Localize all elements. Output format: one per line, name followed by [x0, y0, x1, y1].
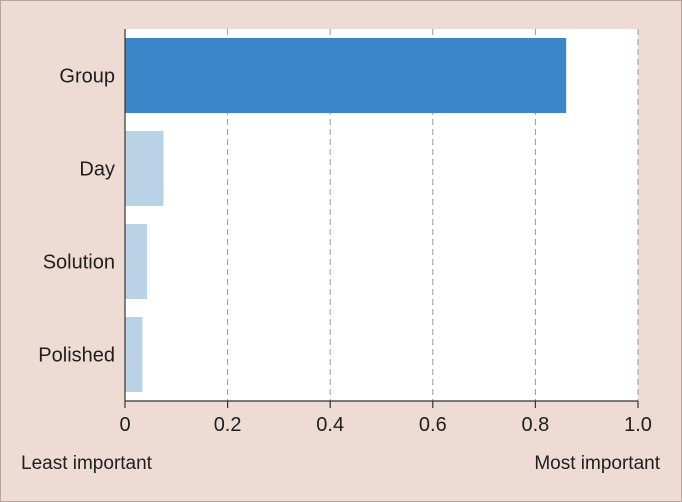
x-tick-label: 1.0 — [624, 414, 652, 436]
category-label: Group — [59, 66, 115, 88]
category-label: Day — [79, 159, 115, 181]
bar-solution — [125, 224, 148, 299]
x-tick-label: 0.8 — [521, 414, 549, 436]
category-label: Polished — [38, 345, 115, 367]
most-important-label: Most important — [534, 453, 660, 474]
least-important-label: Least important — [21, 453, 152, 474]
category-label: Solution — [43, 252, 115, 274]
x-tick-label: 0.6 — [419, 414, 447, 436]
bar-group — [125, 38, 567, 113]
x-tick-label: 0.4 — [316, 414, 344, 436]
bar-polished — [125, 317, 143, 392]
x-tick-label: 0.2 — [214, 414, 242, 436]
x-tick-label: 0 — [119, 414, 130, 436]
bar-day — [125, 131, 164, 206]
